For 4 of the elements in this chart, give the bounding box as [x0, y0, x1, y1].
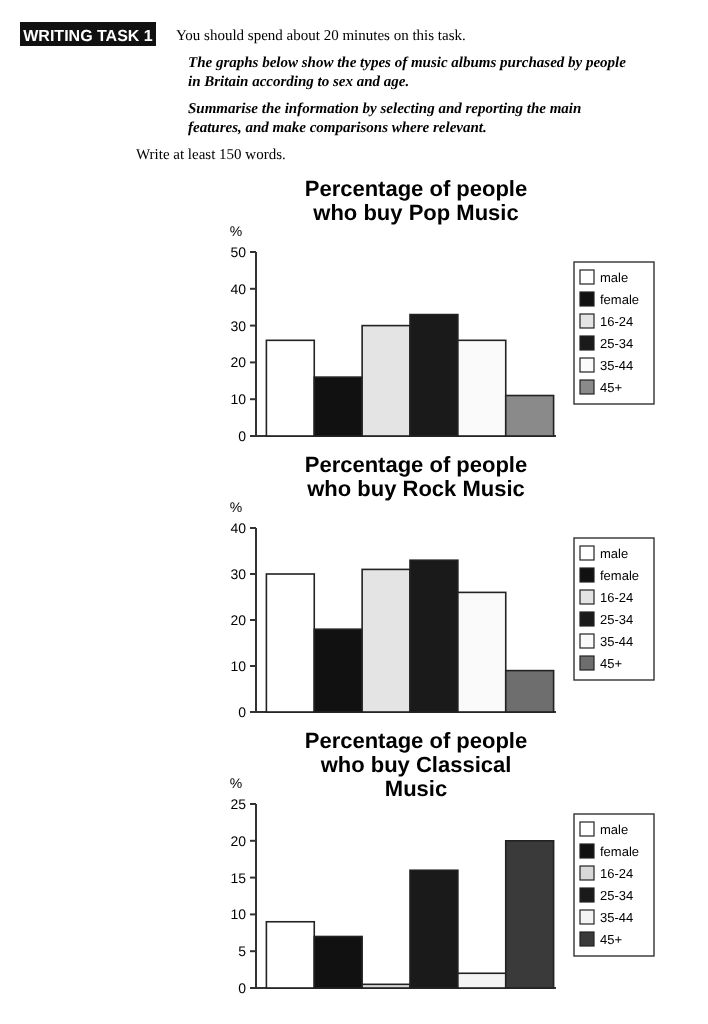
chart-title: Percentage of people who buy Pop Music — [304, 178, 528, 226]
chart-title: Percentage of people who buy Classical Music — [304, 730, 528, 802]
text: WRITING TASK 1 — [23, 27, 154, 45]
chart-title: Percentage of people who buy Rock Music — [304, 454, 528, 502]
